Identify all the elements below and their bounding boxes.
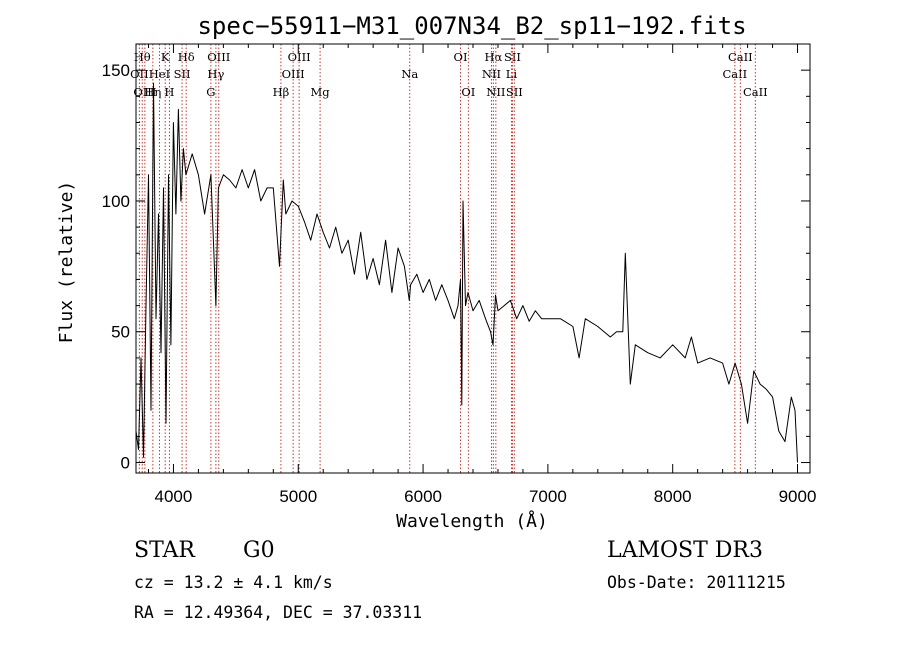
spectrum-series xyxy=(135,82,798,463)
spectral-line-label: Hθ xyxy=(134,50,151,64)
spectral-line-label: SII xyxy=(174,67,191,81)
x-tick-label: 4000 xyxy=(155,487,193,506)
spectral-line-label: OIII xyxy=(288,50,311,64)
spectral-line-label: Hη xyxy=(144,85,161,99)
x-tick-label: 6000 xyxy=(404,487,442,506)
spectral-line-label: Hγ xyxy=(207,67,224,81)
spectral-line-label: CaII xyxy=(728,50,753,64)
redshift-cz: cz = 13.2 ± 4.1 km/s xyxy=(134,573,333,592)
ra-dec: RA = 12.49364, DEC = 37.03311 xyxy=(134,603,423,622)
object-subclass: G0 xyxy=(243,538,275,563)
spectral-line-label: Li xyxy=(506,67,518,81)
spectral-line-label: Na xyxy=(401,67,418,81)
spectral-line-label: NII xyxy=(482,67,501,81)
spectral-line-label: Hδ xyxy=(178,50,195,64)
obs-date: Obs-Date: 20111215 xyxy=(607,573,786,592)
x-tick-label: 9000 xyxy=(779,487,817,506)
spectral-line-label: CaII xyxy=(722,67,747,81)
y-tick-label: 50 xyxy=(111,323,130,342)
survey-name: LAMOST DR3 xyxy=(607,538,763,563)
spectral-line-label: SII xyxy=(506,85,523,99)
x-axis-label: Wavelength (Å) xyxy=(396,510,548,532)
axis-ticks: 4000 5000 6000 7000 8000 9000 0 50 100 150 xyxy=(102,44,817,506)
spectral-line-label: OIII xyxy=(133,85,156,99)
spectral-line-label: SII xyxy=(504,50,521,64)
y-tick-label: 0 xyxy=(121,454,130,473)
spectral-line-label: OIII xyxy=(207,50,230,64)
spectral-line-label: Hβ xyxy=(273,85,290,99)
spectral-line-label: H xyxy=(164,85,174,99)
spectral-line-label: OI xyxy=(454,50,468,64)
y-tick-label: 150 xyxy=(102,61,130,80)
spectral-line-label: HeI xyxy=(149,67,170,81)
spectral-lines: OIIHθOIIIHηHeIKHSIIHδGHγOIIIHβOIIIOIIIMg… xyxy=(130,44,768,473)
spectral-line-label: CaII xyxy=(743,85,768,99)
plot-frame xyxy=(135,43,811,474)
spectral-line-label: K xyxy=(161,50,170,64)
spectral-line-label: OI xyxy=(461,85,475,99)
x-tick-label: 5000 xyxy=(279,487,317,506)
chart-title: spec−55911−M31_007N34_B2_sp11−192.fits xyxy=(197,12,746,40)
spectral-line-label: OII xyxy=(130,67,149,81)
x-tick-label: 8000 xyxy=(654,487,692,506)
y-axis-label: Flux (relative) xyxy=(56,181,77,344)
spectral-line-label: OIII xyxy=(282,67,305,81)
spectrum-line xyxy=(135,82,798,463)
spectral-line-label: Mg xyxy=(311,85,331,99)
spectral-line-label: NII xyxy=(486,85,505,99)
spectral-line-label: Hα xyxy=(484,50,502,64)
object-class: STAR xyxy=(134,538,195,563)
spectral-line-label: G xyxy=(206,85,215,99)
x-tick-label: 7000 xyxy=(529,487,567,506)
y-tick-label: 100 xyxy=(102,192,130,211)
